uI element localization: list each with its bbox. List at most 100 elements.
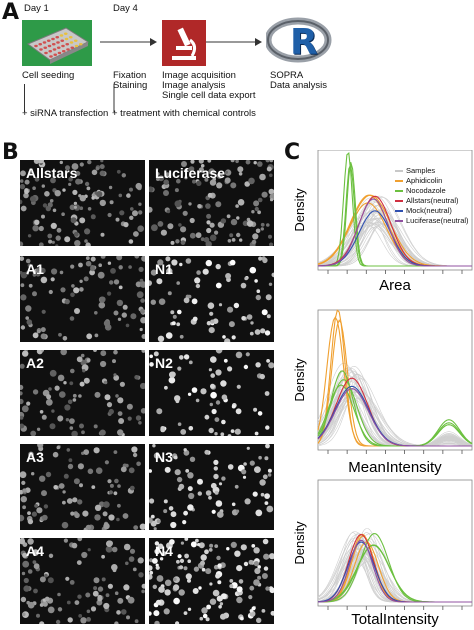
cell-nucleus	[220, 432, 225, 436]
cell-nucleus	[255, 228, 261, 234]
cell-nucleus	[182, 520, 187, 525]
cell-nucleus	[72, 497, 78, 503]
cell-nucleus	[27, 518, 34, 525]
cell-nucleus	[40, 333, 47, 340]
cell-nucleus	[33, 160, 40, 164]
cell-nucleus	[240, 282, 247, 289]
cell-nucleus	[174, 188, 179, 193]
cell-nucleus	[218, 303, 223, 307]
cell-nucleus	[253, 547, 260, 554]
cell-nucleus	[233, 302, 240, 309]
cell-nucleus	[20, 538, 26, 545]
cell-nucleus	[210, 356, 217, 363]
cell-nucleus	[197, 204, 202, 209]
cell-nucleus	[252, 491, 258, 497]
cell-nucleus	[135, 281, 142, 288]
cell-nucleus	[206, 220, 211, 225]
cell-nucleus	[87, 207, 92, 211]
cell-nucleus	[269, 242, 274, 246]
plate-well	[78, 43, 83, 46]
cell-nucleus	[36, 613, 40, 618]
cell-nucleus	[91, 196, 95, 200]
cell-nucleus	[187, 607, 192, 611]
cell-nucleus	[100, 232, 105, 237]
cell-nucleus	[209, 234, 217, 242]
cell-nucleus	[50, 277, 55, 282]
cell-nucleus	[244, 276, 248, 281]
cell-nucleus	[226, 547, 230, 551]
cell-nucleus	[136, 291, 144, 299]
cell-nucleus	[156, 408, 163, 415]
cell-nucleus	[254, 466, 261, 473]
cell-nucleus	[230, 541, 237, 548]
cell-nucleus	[45, 205, 51, 212]
cell-nucleus	[177, 554, 182, 559]
cell-nucleus	[253, 200, 260, 207]
plate-well	[34, 44, 38, 48]
cell-nucleus	[84, 239, 88, 243]
cell-nucleus	[41, 214, 45, 219]
cell-nucleus	[52, 208, 57, 213]
cell-nucleus	[47, 606, 55, 614]
cell-nucleus	[258, 256, 263, 261]
cell-nucleus	[66, 448, 71, 452]
cell-nucleus	[198, 160, 204, 164]
cell-nucleus	[257, 197, 263, 203]
cell-nucleus	[188, 492, 195, 500]
plate-well	[48, 50, 53, 53]
cell-nucleus	[267, 468, 272, 473]
cell-nucleus	[107, 479, 112, 484]
cell-nucleus	[59, 160, 63, 165]
cell-nucleus	[53, 485, 58, 490]
cell-nucleus	[173, 455, 178, 460]
plate-well	[66, 48, 70, 51]
cell-nucleus	[235, 509, 240, 513]
cell-nucleus	[230, 182, 237, 189]
cell-nucleus	[106, 402, 113, 408]
cell-nucleus	[66, 498, 73, 504]
cell-nucleus	[40, 276, 48, 284]
cell-nucleus	[168, 376, 176, 384]
cell-nucleus	[227, 306, 234, 313]
cell-nucleus	[43, 504, 49, 509]
cell-nucleus	[184, 553, 189, 559]
cell-nucleus	[167, 291, 172, 296]
cell-nucleus	[32, 225, 39, 232]
cell-nucleus	[33, 563, 40, 570]
cell-nucleus	[138, 210, 143, 215]
cell-nucleus	[82, 369, 86, 373]
cell-nucleus	[39, 576, 46, 583]
cell-nucleus	[69, 418, 75, 424]
cell-nucleus	[263, 566, 269, 571]
cell-nucleus	[117, 397, 124, 404]
cell-nucleus	[149, 570, 154, 575]
cell-nucleus	[79, 381, 85, 387]
microscopy-tile: Allstars	[20, 160, 145, 246]
cell-nucleus	[214, 490, 219, 495]
cell-nucleus	[85, 260, 92, 267]
cell-nucleus	[137, 557, 144, 564]
cell-nucleus	[165, 172, 170, 177]
cell-nucleus	[243, 561, 249, 567]
cell-nucleus	[241, 469, 247, 475]
cell-nucleus	[249, 266, 257, 274]
plate-well	[51, 37, 55, 41]
plate-well	[43, 46, 48, 49]
cell-nucleus	[20, 283, 25, 288]
cell-nucleus	[41, 490, 47, 497]
cell-nucleus	[84, 181, 90, 187]
legend-label: Luciferase(neutral)	[406, 216, 469, 225]
cell-nucleus	[220, 613, 227, 620]
cell-nucleus	[270, 198, 274, 202]
cell-nucleus	[206, 604, 211, 610]
cell-nucleus	[241, 316, 246, 321]
cell-nucleus	[51, 268, 58, 275]
cell-nucleus	[209, 543, 214, 548]
cell-nucleus	[253, 561, 259, 567]
cell-nucleus	[157, 335, 165, 342]
cell-nucleus	[113, 350, 118, 355]
cell-nucleus	[188, 360, 193, 365]
cell-nucleus	[243, 364, 249, 370]
cell-nucleus	[200, 237, 205, 242]
cell-nucleus	[230, 429, 235, 433]
